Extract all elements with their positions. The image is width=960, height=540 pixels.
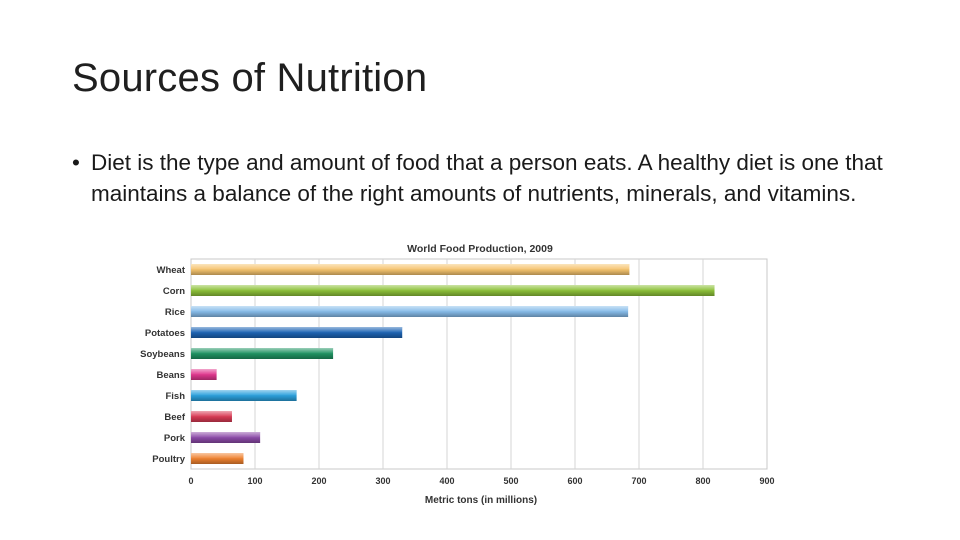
bullet-symbol: • xyxy=(72,150,80,175)
bar-shading xyxy=(191,285,715,296)
bar-shading xyxy=(191,432,261,443)
chart-title: World Food Production, 2009 xyxy=(407,243,553,255)
category-label: Corn xyxy=(163,286,185,297)
category-label: Pork xyxy=(164,433,186,444)
x-tick-label: 200 xyxy=(311,476,326,486)
bullet-paragraph: • Diet is the type and amount of food th… xyxy=(72,148,902,209)
x-tick-label: 300 xyxy=(375,476,390,486)
x-axis-label: Metric tons (in millions) xyxy=(425,495,537,506)
x-tick-label: 900 xyxy=(759,476,774,486)
x-tick-label: 100 xyxy=(247,476,262,486)
bullet-text: Diet is the type and amount of food that… xyxy=(91,150,883,206)
category-label: Beef xyxy=(164,412,185,423)
category-label: Wheat xyxy=(157,265,186,276)
bar-shading xyxy=(191,411,232,422)
x-tick-label: 0 xyxy=(188,476,193,486)
category-label: Potatoes xyxy=(145,328,185,339)
bar-shading xyxy=(191,369,217,380)
bar-shading xyxy=(191,390,297,401)
x-tick-label: 600 xyxy=(567,476,582,486)
x-tick-label: 500 xyxy=(503,476,518,486)
bar-shading xyxy=(191,453,244,464)
category-label: Fish xyxy=(165,391,185,402)
category-label: Beans xyxy=(156,370,185,381)
x-tick-label: 700 xyxy=(631,476,646,486)
bar-shading xyxy=(191,327,403,338)
x-tick-label: 400 xyxy=(439,476,454,486)
slide-title: Sources of Nutrition xyxy=(72,56,428,100)
category-label: Poultry xyxy=(152,454,185,465)
x-tick-label: 800 xyxy=(695,476,710,486)
category-label: Rice xyxy=(165,307,185,318)
bar-shading xyxy=(191,306,629,317)
bar-shading xyxy=(191,348,334,359)
category-label: Soybeans xyxy=(140,349,185,360)
bar-shading xyxy=(191,264,630,275)
